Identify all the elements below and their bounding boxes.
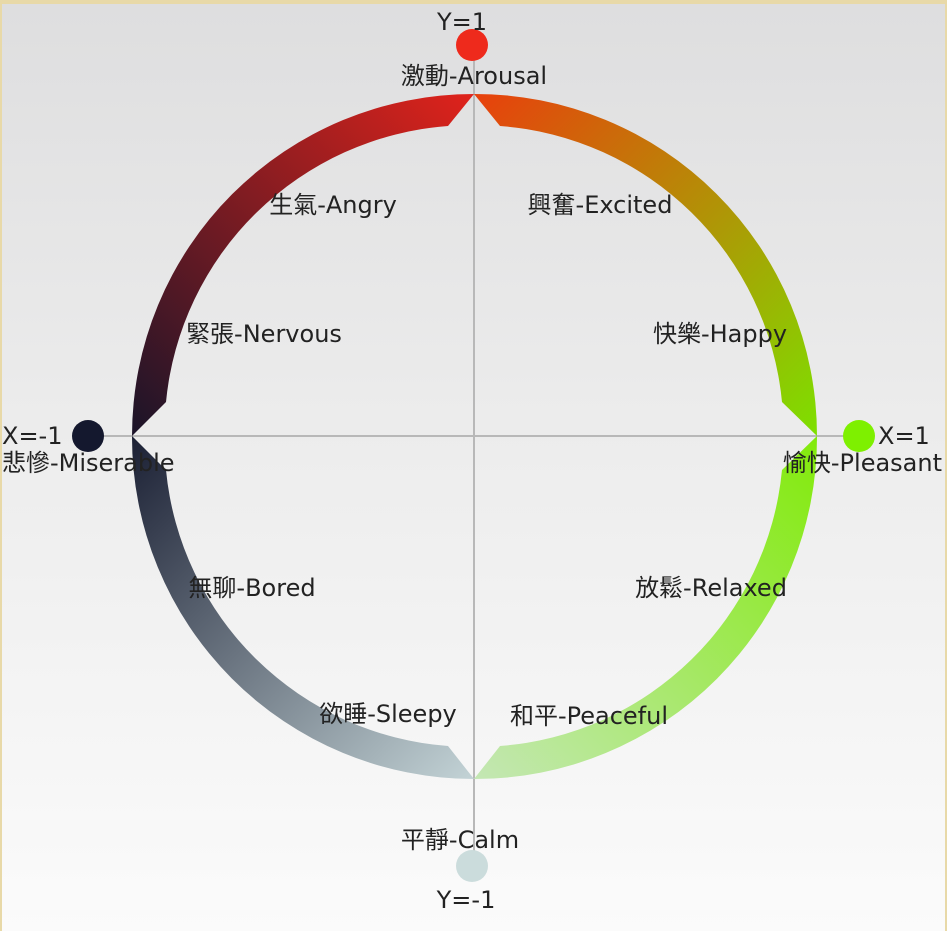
arousal-label: 激動-Arousal xyxy=(401,62,547,90)
excited-label: 興奮-Excited xyxy=(528,191,673,219)
x-left-axis-label: X=-1 xyxy=(2,422,62,450)
calm-pole-marker xyxy=(456,850,488,882)
ring-segment-bottom-left xyxy=(131,436,474,779)
relaxed-label: 放鬆-Relaxed xyxy=(635,574,787,602)
happy-label: 快樂-Happy xyxy=(653,320,787,348)
emotion-circle-diagram: Y=1 Y=-1 X=-1 X=1 激動-Arousal 悲慘-Miserabl… xyxy=(2,8,942,914)
ring-segment-bottom-right xyxy=(474,436,818,780)
x-right-axis-label: X=1 xyxy=(878,422,930,450)
nervous-label: 緊張-Nervous xyxy=(186,320,342,348)
peaceful-label: 和平-Peaceful xyxy=(510,702,668,730)
angry-label: 生氣-Angry xyxy=(269,191,397,219)
bored-label: 無聊-Bored xyxy=(188,574,315,602)
y-bottom-axis-label: Y=-1 xyxy=(436,886,496,914)
calm-label: 平靜-Calm xyxy=(401,826,519,854)
pleasant-label: 愉快-Pleasant xyxy=(783,449,942,477)
miserable-pole-marker xyxy=(72,420,104,452)
ring-segment-top-right xyxy=(474,93,817,436)
ring-segment-top-left xyxy=(132,94,474,436)
y-top-axis-label: Y=1 xyxy=(436,8,487,36)
miserable-label: 悲慘-Miserable xyxy=(2,449,175,477)
sleepy-label: 欲睡-Sleepy xyxy=(319,700,457,728)
arousal-pole-marker xyxy=(456,29,488,61)
pleasant-pole-marker xyxy=(843,420,875,452)
